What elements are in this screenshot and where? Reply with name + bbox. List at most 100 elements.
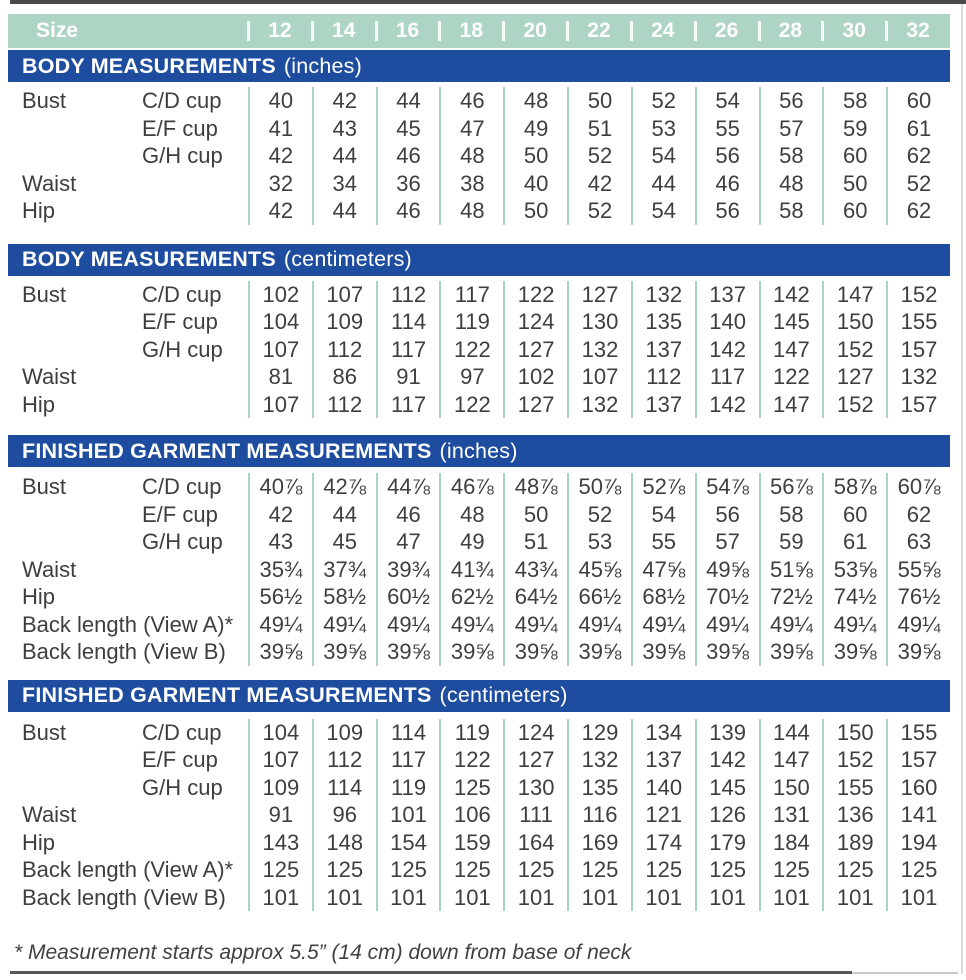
row-label bbox=[8, 115, 142, 143]
value-cell: 107 bbox=[567, 363, 631, 391]
value-cell: 86 bbox=[311, 363, 376, 391]
value-cell: 125 bbox=[630, 856, 695, 884]
row-sublabel: G/H cup bbox=[142, 336, 223, 362]
value-cell: 53⅝ bbox=[822, 555, 886, 583]
section-title: BODY MEASUREMENTS bbox=[22, 247, 276, 271]
value-cell: 142 bbox=[758, 280, 823, 308]
value-cell: 155 bbox=[886, 718, 950, 746]
value-cell: 137 bbox=[630, 335, 695, 363]
size-chart-table: Size 12 14 16 18 20 22 24 26 28 30 32 BODY MEASURE… bbox=[8, 14, 950, 965]
value-cell: 59 bbox=[758, 528, 823, 556]
value-cell: 76½ bbox=[886, 583, 950, 611]
row-sublabel: G/H cup bbox=[142, 143, 223, 168]
row-label: Hip bbox=[22, 391, 56, 417]
value-cell: 61 bbox=[886, 114, 950, 142]
value-cell: 117 bbox=[694, 363, 759, 391]
table-row: G/H cup 43 45 47 49 51 53 55 57 59 61 63 bbox=[8, 528, 950, 556]
value-cell: 47 bbox=[375, 528, 440, 556]
value-cell: 40⅞ bbox=[248, 473, 312, 501]
value-cell: 49 bbox=[439, 528, 503, 556]
value-cell: 45 bbox=[375, 114, 440, 142]
value-cell: 125 bbox=[886, 856, 950, 884]
value-cell: 159 bbox=[439, 828, 503, 856]
value-cell: 62 bbox=[886, 500, 950, 528]
value-cell: 52 bbox=[567, 500, 631, 528]
value-cell: 129 bbox=[567, 718, 631, 746]
value-cell: 112 bbox=[630, 363, 695, 391]
value-cell: 42 bbox=[311, 87, 376, 115]
value-cell: 46 bbox=[375, 197, 440, 225]
value-cell: 136 bbox=[822, 801, 886, 829]
value-cell: 125 bbox=[694, 856, 759, 884]
value-cell: 116 bbox=[567, 801, 631, 829]
value-cell: 39¾ bbox=[375, 555, 440, 583]
value-cell: 150 bbox=[822, 308, 886, 336]
value-cell: 102 bbox=[248, 280, 312, 308]
value-cell: 112 bbox=[311, 746, 376, 774]
table-row: Hip 56½ 58½ 60½ 62½ 64½ 66½ 68½ 70½ 72½ 74½ 76½ bbox=[8, 583, 950, 611]
value-cell: 60½ bbox=[375, 583, 440, 611]
value-cell: 101 bbox=[375, 801, 440, 829]
value-cell: 160 bbox=[886, 773, 950, 801]
value-cell: 150 bbox=[822, 718, 886, 746]
value-cell: 52 bbox=[567, 197, 631, 225]
size-column-header: 28 bbox=[757, 14, 823, 48]
row-sublabel bbox=[142, 829, 248, 857]
size-column-header: 22 bbox=[566, 14, 631, 48]
value-cell: 124 bbox=[503, 308, 567, 336]
value-cell: 132 bbox=[886, 363, 950, 391]
value-cell: 154 bbox=[375, 828, 440, 856]
value-cell: 91 bbox=[375, 363, 440, 391]
value-cell: 60 bbox=[822, 197, 886, 225]
value-cell: 52⅞ bbox=[630, 473, 695, 501]
row-label: Bust bbox=[22, 281, 67, 307]
value-cell: 147 bbox=[758, 335, 823, 363]
value-cell: 147 bbox=[822, 280, 886, 308]
value-cell: 66½ bbox=[567, 583, 631, 611]
value-cell: 155 bbox=[822, 773, 886, 801]
section-rows: Bust C/D cup 102 107 112 117 122 127 132 137 142 14… bbox=[8, 276, 950, 418]
value-cell: 54 bbox=[630, 500, 695, 528]
value-cell: 47⅝ bbox=[630, 555, 695, 583]
table-row: Hip 42 44 46 48 50 52 54 56 58 60 62 bbox=[8, 197, 950, 225]
table-row: G/H cup 109 114 119 125 130 135 140 145 150 155 160 bbox=[8, 773, 950, 801]
value-cell: 39⅝ bbox=[248, 638, 312, 666]
value-cell: 148 bbox=[311, 828, 376, 856]
value-cell: 39⅝ bbox=[822, 638, 886, 666]
value-cell: 44 bbox=[311, 500, 376, 528]
value-cell: 57 bbox=[758, 114, 823, 142]
value-cell: 132 bbox=[567, 335, 631, 363]
table-row: E/F cup 104 109 114 119 124 130 135 140 145 150 155 bbox=[8, 308, 950, 336]
value-cell: 64½ bbox=[503, 583, 567, 611]
table-row: Back length (View A)* 125 125 125 125 125 125 1… bbox=[8, 856, 950, 884]
section-header: FINISHED GARMENT MEASUREMENTS (inches) bbox=[8, 435, 950, 467]
value-cell: 134 bbox=[630, 718, 695, 746]
section: BODY MEASUREMENTS (inches) Bust C/D cup 40… bbox=[8, 50, 950, 225]
value-cell: 117 bbox=[375, 746, 440, 774]
section: FINISHED GARMENT MEASUREMENTS (inches) B… bbox=[8, 435, 950, 666]
row-label: Hip bbox=[22, 829, 56, 855]
value-cell: 58 bbox=[758, 142, 823, 170]
value-cell: 56½ bbox=[248, 583, 312, 611]
value-cell: 112 bbox=[311, 335, 376, 363]
row-label: Waist bbox=[22, 802, 77, 827]
section-header: BODY MEASUREMENTS (inches) bbox=[8, 50, 950, 82]
row-sublabel: C/D cup bbox=[142, 719, 222, 745]
value-cell: 48 bbox=[439, 142, 503, 170]
section-header: BODY MEASUREMENTS (centimeters) bbox=[8, 243, 950, 276]
value-cell: 44 bbox=[375, 87, 440, 115]
table-row: Back length (View B) 101 101 101 101 101 101 10… bbox=[8, 883, 950, 911]
value-cell: 179 bbox=[694, 828, 759, 856]
row-label bbox=[8, 308, 142, 336]
row-label bbox=[8, 746, 142, 774]
section-unit: (centimeters) bbox=[283, 247, 412, 271]
value-cell: 107 bbox=[248, 335, 312, 363]
value-cell: 101 bbox=[311, 883, 376, 911]
value-cell: 60 bbox=[886, 87, 950, 115]
value-cell: 112 bbox=[311, 390, 376, 418]
value-cell: 125 bbox=[822, 856, 886, 884]
value-cell: 68½ bbox=[630, 583, 695, 611]
table-row: Waist 81 86 91 97 102 107 112 117 122 127 132 bbox=[8, 363, 950, 391]
table-row: Bust C/D cup 40⅞ 42⅞ 44⅞ 46⅞ 48⅞ 50⅞ 52⅞ 54⅞ 56⅞ 58… bbox=[8, 473, 950, 501]
value-cell: 54 bbox=[630, 197, 695, 225]
